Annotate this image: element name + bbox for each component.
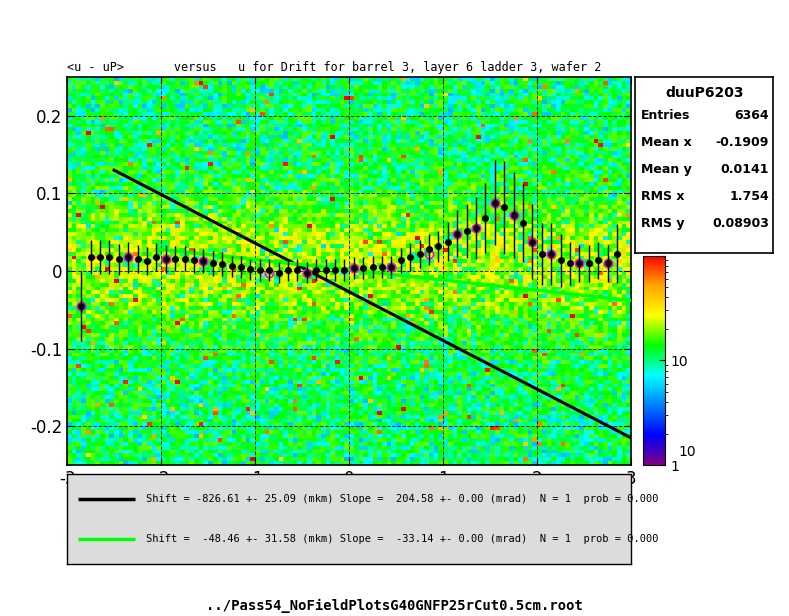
Text: 1.754: 1.754 — [729, 190, 769, 203]
Text: Shift = -826.61 +- 25.09 (mkm) Slope =  204.58 +- 0.00 (mrad)  N = 1  prob = 0.0: Shift = -826.61 +- 25.09 (mkm) Slope = 2… — [146, 494, 659, 505]
Text: 10: 10 — [679, 445, 696, 459]
Text: Mean y: Mean y — [641, 163, 691, 176]
Text: Mean x: Mean x — [641, 136, 691, 149]
Text: ../Pass54_NoFieldPlotsG40GNFP25rCut0.5cm.root: ../Pass54_NoFieldPlotsG40GNFP25rCut0.5cm… — [206, 599, 583, 613]
Text: Shift =  -48.46 +- 31.58 (mkm) Slope =  -33.14 +- 0.00 (mrad)  N = 1  prob = 0.0: Shift = -48.46 +- 31.58 (mkm) Slope = -3… — [146, 533, 659, 544]
Text: RMS y: RMS y — [641, 217, 684, 230]
Text: -0.1909: -0.1909 — [716, 136, 769, 149]
Text: Entries: Entries — [641, 108, 690, 121]
Text: <u - uP>       versus   u for Drift for barrel 3, layer 6 ladder 3, wafer 2: <u - uP> versus u for Drift for barrel 3… — [67, 61, 601, 74]
Text: 6364: 6364 — [735, 108, 769, 121]
Text: 0.0141: 0.0141 — [720, 163, 769, 176]
Text: 0.08903: 0.08903 — [712, 217, 769, 230]
Text: RMS x: RMS x — [641, 190, 684, 203]
Text: duuP6203: duuP6203 — [665, 86, 743, 100]
